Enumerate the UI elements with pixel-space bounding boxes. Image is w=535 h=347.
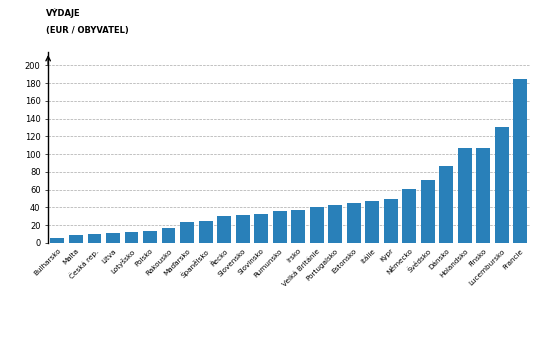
Text: (EUR / OBYVATEL): (EUR / OBYVATEL) [46, 26, 128, 35]
Bar [235, 215, 249, 243]
Bar [254, 214, 268, 243]
Bar [198, 221, 212, 243]
Bar [143, 231, 157, 243]
Text: VÝDAJE: VÝDAJE [46, 8, 80, 18]
Bar [402, 189, 416, 243]
Bar [439, 166, 453, 243]
Bar [69, 235, 83, 243]
Bar [273, 211, 287, 243]
Bar [514, 79, 528, 243]
Bar [217, 216, 231, 243]
Bar [365, 201, 379, 243]
Bar [384, 198, 398, 243]
Bar [125, 232, 139, 243]
Bar [291, 210, 305, 243]
Bar [310, 208, 324, 243]
Bar [180, 222, 194, 243]
Bar [50, 238, 64, 243]
Bar [347, 203, 361, 243]
Bar [458, 148, 472, 243]
Bar [88, 234, 102, 243]
Bar [106, 233, 120, 243]
Bar [495, 127, 509, 243]
Bar [476, 148, 490, 243]
Bar [421, 180, 435, 243]
Bar [162, 228, 175, 243]
Bar [328, 205, 342, 243]
